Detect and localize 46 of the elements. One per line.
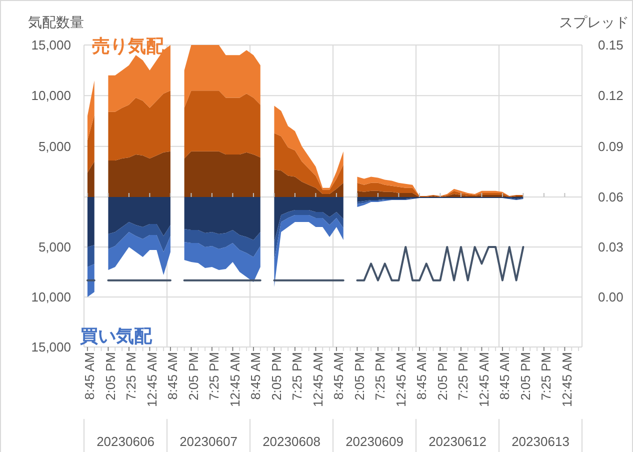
- x-tick-label: 12:45 AM: [144, 352, 160, 407]
- y2-tick-label: 0.06: [598, 190, 624, 205]
- text: 20230606: [96, 434, 154, 449]
- y2-tick-label: 0.03: [598, 240, 624, 255]
- x-tick-label: 7:25 PM: [206, 352, 222, 400]
- y2-tick-label: 0.15: [598, 38, 624, 53]
- x-tick-label: 12:45 AM: [559, 352, 574, 407]
- x-tick-label: 7:25 PM: [290, 352, 305, 400]
- x-tick-label: 12:45 AM: [393, 352, 408, 407]
- text: 20230607: [180, 434, 238, 449]
- y-tick-label: 15,000: [31, 340, 71, 355]
- x-tick-label: 2:05 PM: [268, 352, 284, 400]
- x-tick-label: 7:25 PM: [124, 352, 139, 400]
- y2-tick-label: 0.00: [598, 290, 624, 305]
- annotation: 売り気配: [92, 36, 165, 56]
- x-tick-label: 8:45 AM: [82, 352, 98, 400]
- y-tick-label: 10,000: [31, 290, 71, 305]
- y2-tick-label: 0.09: [598, 138, 624, 154]
- x-tick-label: 8:45 AM: [414, 352, 430, 400]
- x-tick-label: 2:05 PM: [352, 352, 367, 400]
- x-tick-label: 8:45 AM: [331, 352, 346, 400]
- y2-tick-label: 0.12: [598, 88, 624, 104]
- x-tick-label: 7:25 PM: [456, 352, 471, 400]
- text: 20230613: [512, 434, 570, 449]
- x-tick-label: 12:45 AM: [310, 352, 326, 407]
- x-tick-label: 8:45 AM: [165, 352, 180, 400]
- y-tick-label: 5,000: [38, 240, 71, 255]
- annotation: 買い気配: [79, 326, 153, 346]
- y-tick-label: 15,000: [31, 38, 71, 53]
- x-tick-label: 12:45 AM: [227, 352, 242, 407]
- y2-axis-title: スプレッド: [559, 14, 629, 30]
- x-tick-label: 2:05 PM: [186, 352, 201, 400]
- x-tick-label: 2:05 PM: [102, 352, 118, 400]
- x-tick-label: 7:25 PM: [538, 352, 554, 400]
- x-tick-label: 2:05 PM: [518, 352, 533, 400]
- y-axis-title: 気配数量: [28, 14, 84, 30]
- x-tick-label: 2:05 PM: [434, 352, 450, 400]
- x-tick-label: 8:45 AM: [248, 352, 264, 400]
- text: 20230609: [346, 434, 404, 449]
- y-tick-label: 10,000: [31, 88, 71, 104]
- x-tick-label: 8:45 AM: [497, 352, 512, 400]
- y-tick-label: 5,000: [38, 138, 71, 154]
- text: 20230612: [428, 434, 486, 449]
- x-tick-label: 12:45 AM: [476, 352, 492, 407]
- text: 20230608: [262, 434, 320, 449]
- x-tick-label: 7:25 PM: [372, 352, 388, 400]
